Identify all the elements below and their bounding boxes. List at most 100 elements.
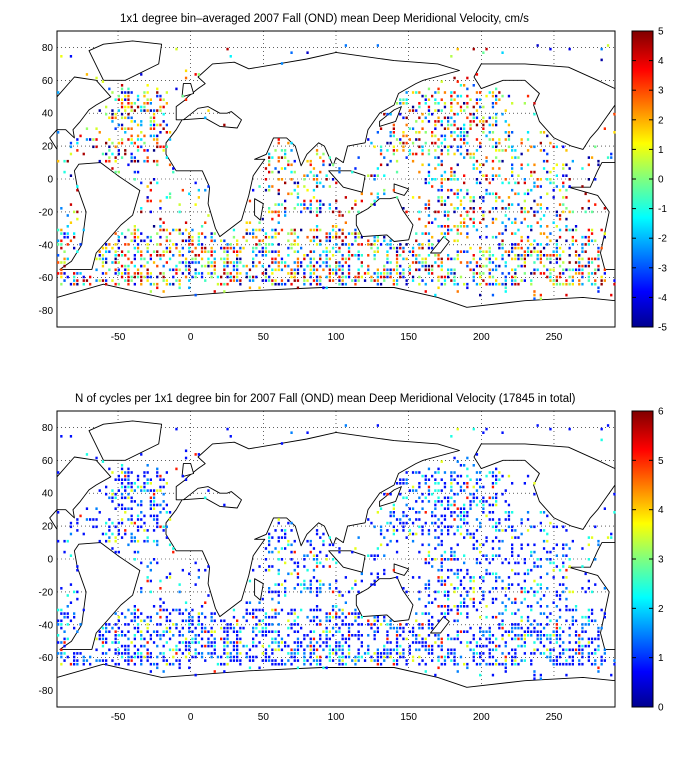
data-cell [370, 243, 373, 246]
data-cell [437, 163, 440, 167]
data-cell [571, 239, 574, 243]
data-cell [405, 521, 408, 525]
data-cell [603, 612, 606, 615]
data-cell [120, 84, 124, 87]
data-cell [76, 272, 79, 275]
data-cell [252, 641, 255, 644]
data-cell [447, 272, 450, 275]
data-cell [127, 272, 130, 275]
data-cell [501, 282, 504, 286]
data-cell [300, 626, 303, 630]
data-cell [546, 615, 549, 619]
data-cell [440, 644, 443, 648]
data-cell [149, 670, 152, 673]
data-cell [485, 637, 488, 641]
data-cell [440, 489, 443, 492]
data-cell [207, 630, 210, 633]
data-cell [549, 232, 552, 235]
data-cell [300, 228, 303, 232]
data-cell [296, 615, 300, 619]
data-cell [530, 250, 533, 253]
data-cell [136, 626, 140, 630]
data-cell [143, 489, 146, 492]
data-cell [69, 203, 73, 206]
data-cell [69, 145, 73, 149]
data-cell [127, 652, 130, 655]
data-cell [143, 471, 146, 474]
data-cell [536, 601, 539, 604]
data-cell [456, 196, 459, 199]
data-cell [447, 634, 450, 637]
data-cell [447, 568, 450, 572]
data-cell [555, 254, 558, 257]
data-cell [347, 637, 351, 641]
data-cell [120, 116, 124, 120]
data-cell [399, 141, 402, 145]
data-cell [434, 127, 437, 130]
data-cell [466, 485, 469, 489]
data-cell [133, 225, 136, 228]
data-cell [437, 525, 440, 529]
data-cell [268, 565, 271, 568]
data-cell [280, 203, 284, 206]
data-cell [459, 583, 463, 586]
data-cell [213, 630, 216, 633]
data-cell [210, 246, 213, 250]
data-cell [200, 225, 204, 228]
data-cell [504, 558, 507, 561]
data-cell [344, 601, 347, 604]
data-cell [437, 659, 440, 662]
data-cell [418, 471, 421, 474]
data-cell [450, 228, 453, 232]
data-cell [479, 525, 482, 529]
data-cell [108, 145, 111, 149]
data-cell [392, 511, 395, 514]
data-cell [60, 232, 63, 235]
data-cell [252, 232, 255, 235]
data-cell [466, 532, 469, 536]
y-tick-label: -80 [39, 686, 54, 697]
data-cell [443, 655, 447, 659]
data-cell [488, 518, 491, 521]
data-cell [108, 518, 111, 521]
data-cell [594, 619, 597, 623]
data-cell [146, 529, 149, 532]
data-cell [495, 145, 498, 149]
data-cell [472, 112, 475, 116]
data-cell [463, 536, 466, 539]
data-cell [437, 225, 440, 228]
data-cell [264, 232, 268, 235]
data-cell [188, 652, 191, 655]
data-cell [495, 257, 498, 261]
data-cell [66, 612, 69, 615]
data-cell [376, 572, 379, 576]
data-cell [511, 626, 514, 630]
data-cell [498, 282, 501, 286]
data-cell [437, 518, 440, 521]
data-cell [223, 239, 226, 243]
data-cell [565, 217, 568, 221]
data-cell [574, 261, 578, 264]
data-cell [523, 261, 526, 264]
data-cell [514, 268, 517, 272]
data-cell [120, 630, 124, 633]
data-cell [220, 246, 223, 250]
data-cell [188, 572, 191, 576]
data-cell [207, 261, 210, 264]
data-cell [117, 282, 120, 286]
data-cell [143, 539, 146, 543]
data-cell [501, 272, 504, 275]
data-cell [507, 94, 511, 98]
data-cell [252, 279, 255, 282]
data-cell [491, 123, 495, 127]
data-cell [523, 590, 526, 594]
data-cell [140, 662, 143, 666]
data-cell [258, 228, 261, 232]
data-cell [568, 178, 571, 181]
data-cell [268, 243, 271, 246]
data-cell [66, 623, 69, 626]
data-cell [498, 662, 501, 666]
data-cell [264, 655, 268, 659]
data-cell [395, 264, 399, 268]
data-cell [341, 264, 344, 268]
